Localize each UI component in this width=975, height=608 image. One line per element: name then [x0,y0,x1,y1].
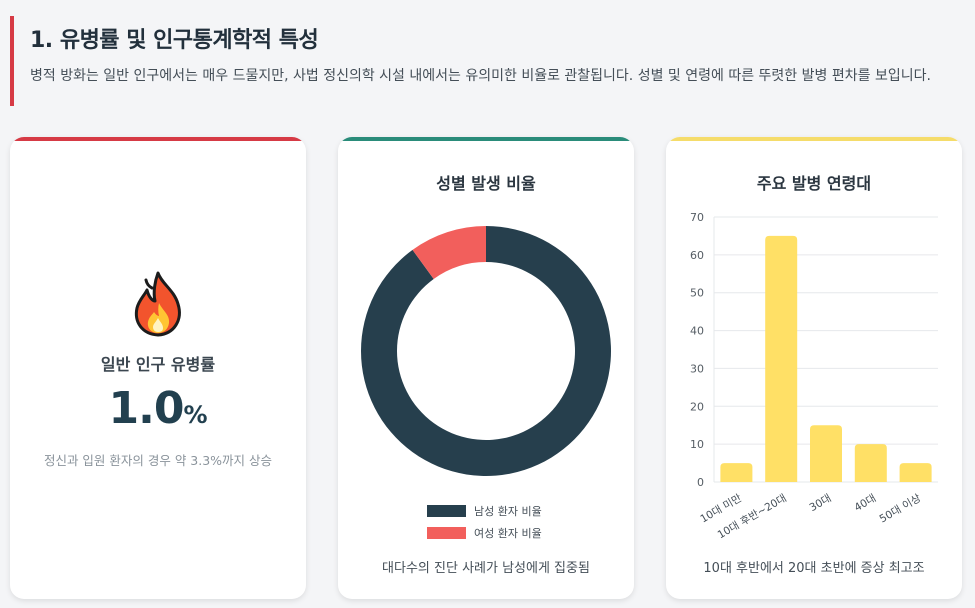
y-tick-label: 30 [690,362,704,375]
legend-swatch [427,505,466,517]
y-tick-label: 0 [697,476,704,489]
x-tick-label: 50대 이상 [878,492,924,525]
prevalence-number: 1.0 [108,383,185,434]
donut-slice-male [361,226,611,476]
section-header: 1. 유병률 및 인구통계학적 특성 병적 방화는 일반 인구에서는 매우 드물… [10,16,960,106]
y-tick-label: 70 [690,211,704,224]
prevalence-note: 정신과 입원 환자의 경우 약 3.3%까지 상승 [43,453,273,468]
card-accent-bar [10,137,306,141]
y-tick-label: 20 [690,400,704,413]
y-tick-label: 40 [690,325,704,338]
gender-chart-title: 성별 발생 비율 [436,174,536,193]
section-description: 병적 방화는 일반 인구에서는 매우 드물지만, 사법 정신의학 시설 내에서는… [30,68,931,84]
prevalence-unit: % [183,401,208,429]
prevalence-label: 일반 인구 유병률 [100,355,216,374]
legend-swatch [427,527,466,539]
age-chart-card: 주요 발병 연령대 0 10 20 30 40 50 60 70 10대 미만 10대 후반~20… [666,137,962,599]
prevalence-value: 1.0% [10,383,306,434]
bar [720,463,753,482]
x-tick-label: 30대 [808,492,834,514]
age-chart-title: 주요 발병 연령대 [756,174,872,193]
y-tick-label: 50 [690,287,704,300]
gender-chart-footer: 대다수의 진단 사례가 남성에게 집중됨 [382,561,590,576]
fire-icon [134,271,181,337]
card-accent-bar [338,137,634,141]
section-title: 1. 유병률 및 인구통계학적 특성 [30,28,319,53]
bar [765,235,798,482]
y-tick-label: 60 [690,249,704,262]
prevalence-card: 일반 인구 유병률 1.0% 정신과 입원 환자의 경우 약 3.3%까지 상승 [10,137,306,599]
y-tick-label: 10 [690,438,704,451]
bar [899,463,932,482]
legend-label: 여성 환자 비율 [474,527,542,540]
donut-slice-female [412,226,486,279]
x-tick-label: 40대 [852,492,878,514]
bar [854,444,887,482]
card-accent-bar [666,137,962,141]
bar [810,425,842,482]
age-chart-footer: 10대 후반에서 20대 초반에 증상 최고조 [703,561,925,576]
legend-label: 남성 환자 비율 [474,505,542,518]
